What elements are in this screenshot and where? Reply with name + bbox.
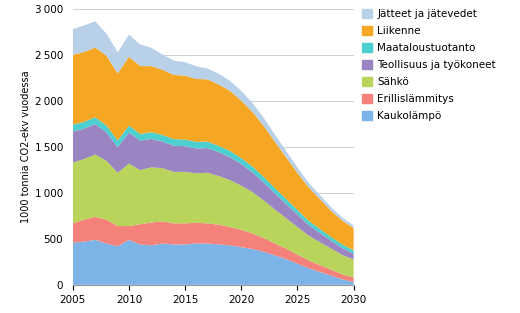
Legend: Jätteet ja jätevedet, Liikenne, Maataloustuotanto, Teollisuus ja työkoneet, Sähk: Jätteet ja jätevedet, Liikenne, Maatalou… <box>361 9 496 121</box>
Y-axis label: 1000 tonnia CO2-ekv vuodessa: 1000 tonnia CO2-ekv vuodessa <box>20 71 31 223</box>
